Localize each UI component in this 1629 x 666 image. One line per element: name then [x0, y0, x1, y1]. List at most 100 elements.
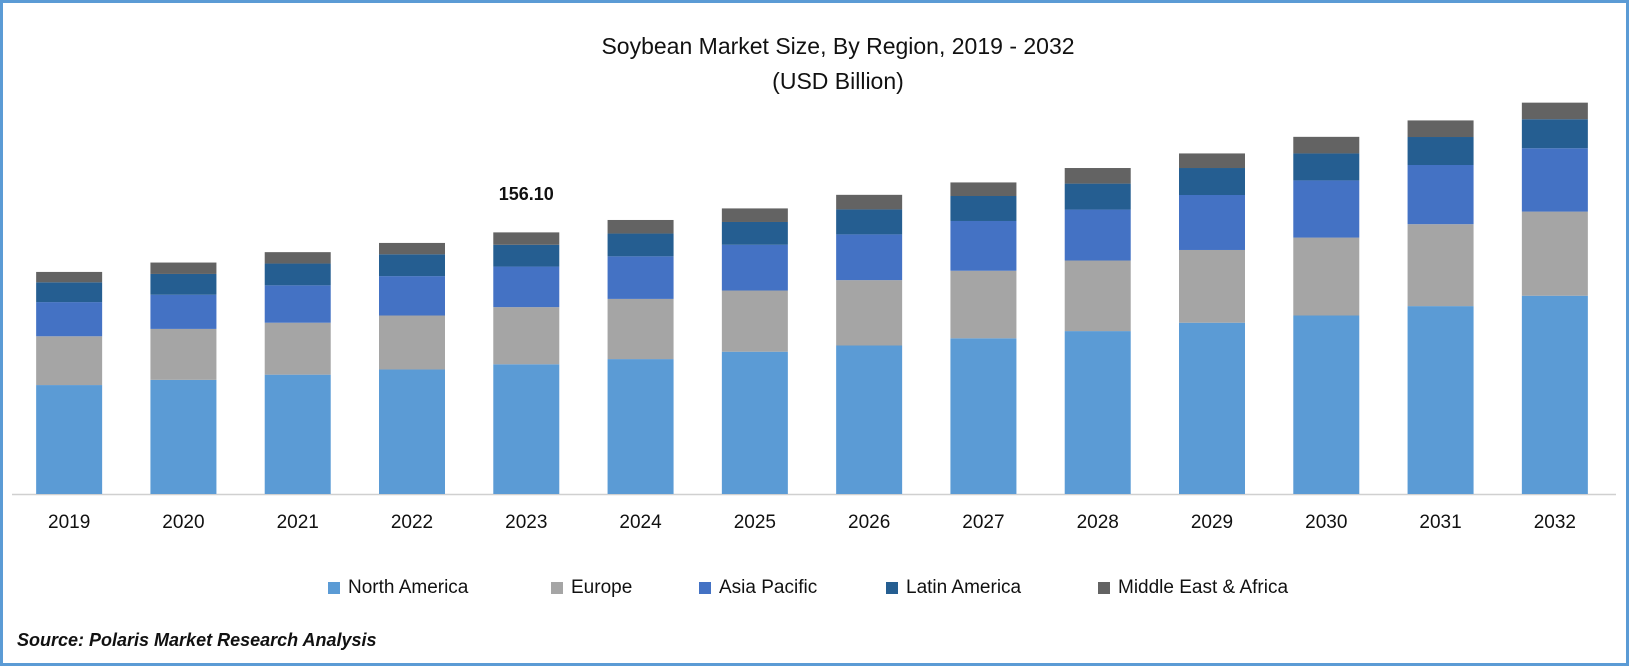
- bar-segment: [950, 270, 1017, 339]
- bar-segment: [1293, 136, 1360, 154]
- bar-segment: [1179, 322, 1245, 494]
- bar-segment: [836, 194, 903, 210]
- legend-label: Latin America: [906, 577, 1022, 598]
- bar-segment: [36, 336, 103, 386]
- bar-segment: [836, 209, 903, 235]
- bar-segment: [721, 290, 788, 352]
- x-tick-label: 2022: [391, 512, 433, 533]
- bar-segment: [1407, 224, 1474, 307]
- total-label: 156.10: [499, 184, 554, 204]
- bar-segment: [1293, 237, 1360, 316]
- bar-segment: [607, 298, 674, 360]
- bar-segment: [379, 254, 445, 277]
- bar-segment: [1521, 295, 1588, 494]
- bar-segment: [36, 302, 103, 337]
- x-tick-label: 2023: [505, 512, 547, 533]
- bar-segment: [950, 196, 1017, 221]
- bar-segment: [379, 242, 445, 255]
- bar-segment: [379, 276, 445, 316]
- bar-segment: [1521, 148, 1588, 212]
- bar-segment: [264, 252, 331, 264]
- legend-swatch: [699, 582, 711, 594]
- x-tick-label: 2026: [848, 512, 890, 533]
- bar-segment: [721, 351, 788, 494]
- bar-segment: [607, 256, 674, 299]
- bar-segment: [493, 244, 560, 267]
- bar-segment: [1407, 137, 1474, 166]
- x-tick-label: 2027: [962, 512, 1004, 533]
- bar-segment: [721, 208, 788, 222]
- x-tick-label: 2024: [619, 512, 662, 533]
- bar-segment: [950, 220, 1017, 271]
- bar-segment: [950, 182, 1017, 197]
- x-tick-label: 2025: [734, 512, 776, 533]
- x-tick-label: 2021: [277, 512, 319, 533]
- bar-segment: [1179, 195, 1245, 250]
- bar-segment: [264, 263, 331, 286]
- bar-segment: [607, 233, 674, 257]
- bar-segment: [1179, 249, 1245, 323]
- bar-segment: [950, 338, 1017, 494]
- bar-segment: [1293, 315, 1360, 494]
- bar-segment: [36, 282, 103, 303]
- bar-segment: [607, 359, 674, 494]
- x-tick-label: 2029: [1191, 512, 1233, 533]
- legend-swatch: [886, 582, 898, 594]
- bar-segment: [150, 379, 217, 494]
- legend-swatch: [328, 582, 340, 594]
- chart-subtitle: (USD Billion): [772, 68, 904, 94]
- bar-segment: [1064, 209, 1131, 261]
- x-tick-label: 2028: [1077, 512, 1119, 533]
- legend-swatch: [1098, 582, 1110, 594]
- bar-segment: [1064, 168, 1131, 184]
- bar-segment: [1407, 120, 1474, 138]
- x-tick-label: 2019: [48, 512, 90, 533]
- x-tick-label: 2020: [162, 512, 204, 533]
- bar-segment: [264, 374, 331, 494]
- bar-segment: [1407, 165, 1474, 225]
- bar-segment: [1521, 102, 1588, 120]
- source-note: Source: Polaris Market Research Analysis: [17, 630, 377, 650]
- bar-segment: [1521, 211, 1588, 296]
- bar-segment: [36, 271, 103, 283]
- x-tick-label: 2031: [1419, 512, 1461, 533]
- x-tick-label: 2030: [1305, 512, 1347, 533]
- bar-segment: [493, 364, 560, 494]
- bar-segment: [1064, 183, 1131, 210]
- bar-segment: [721, 244, 788, 291]
- bar-segment: [836, 234, 903, 281]
- legend-label: Asia Pacific: [719, 577, 817, 598]
- bar-segment: [36, 385, 103, 494]
- bar-segment: [379, 315, 445, 370]
- legend-label: Middle East & Africa: [1118, 577, 1288, 598]
- bar-segment: [1407, 306, 1474, 494]
- bar-segment: [1064, 260, 1131, 332]
- legend-swatch: [551, 582, 563, 594]
- bar-segment: [493, 232, 560, 245]
- chart-title: Soybean Market Size, By Region, 2019 - 2…: [601, 33, 1074, 59]
- bar-segment: [150, 328, 217, 380]
- bar-segment: [493, 307, 560, 365]
- legend-label: North America: [348, 577, 469, 598]
- legend-label: Europe: [571, 577, 632, 598]
- bar-segment: [264, 322, 331, 375]
- bar-segment: [607, 219, 674, 234]
- x-tick-label: 2032: [1534, 512, 1576, 533]
- bar-segment: [150, 273, 217, 295]
- bar-segment: [493, 266, 560, 308]
- bar-segment: [150, 294, 217, 329]
- bar-segment: [1293, 180, 1360, 238]
- bar-segment: [150, 262, 217, 274]
- bar-segment: [264, 285, 331, 323]
- bar-segment: [1521, 119, 1588, 149]
- bar-segment: [721, 221, 788, 245]
- bar-segment: [1293, 153, 1360, 181]
- bar-segment: [1179, 168, 1245, 196]
- bar-segment: [379, 369, 445, 494]
- bar-segment: [1179, 153, 1245, 169]
- bar-segment: [1064, 331, 1131, 494]
- bar-segment: [836, 280, 903, 346]
- bar-segment: [836, 345, 903, 494]
